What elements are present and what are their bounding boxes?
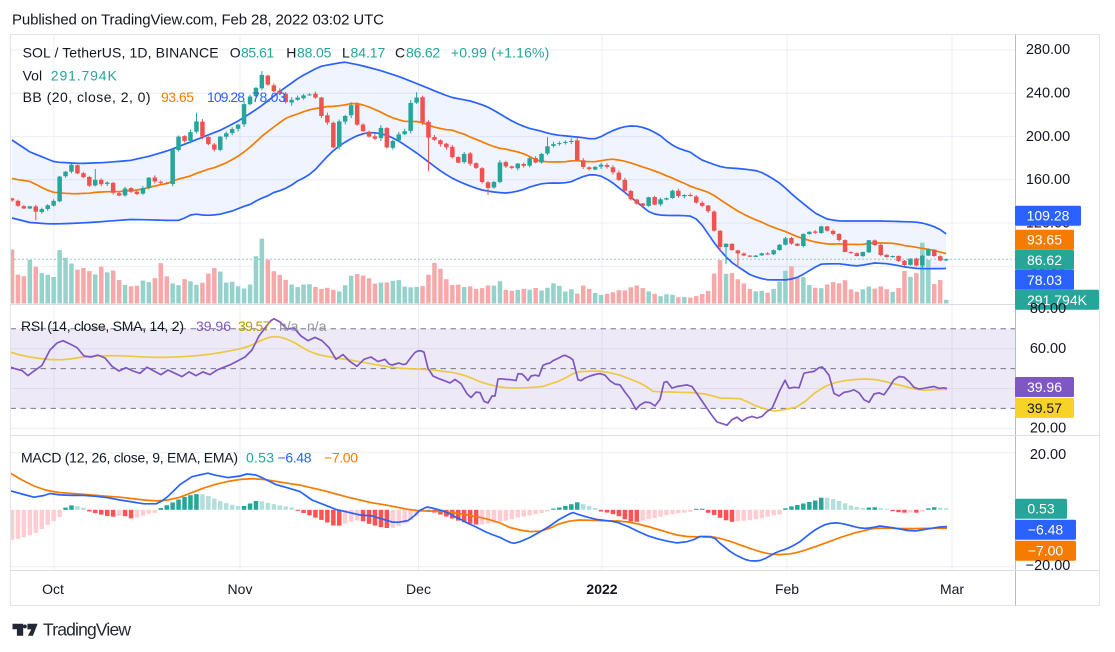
svg-text:TradingView: TradingView <box>43 620 131 640</box>
svg-text:n/a: n/a <box>279 318 299 334</box>
svg-text:86.62: 86.62 <box>406 45 440 61</box>
svg-text:Vol: Vol <box>23 67 42 83</box>
svg-text:88.05: 88.05 <box>297 45 332 61</box>
svg-text:39.96: 39.96 <box>196 318 231 334</box>
svg-text:−20.00: −20.00 <box>1026 558 1071 574</box>
svg-text:160.00: 160.00 <box>1026 172 1070 188</box>
svg-text:O: O <box>230 45 241 61</box>
svg-text:C: C <box>395 45 405 61</box>
svg-text:SOL / TetherUS, 1D, BINANCE: SOL / TetherUS, 1D, BINANCE <box>23 45 219 61</box>
svg-text:Feb: Feb <box>775 581 799 597</box>
svg-text:2022: 2022 <box>586 581 617 597</box>
svg-text:291.794K: 291.794K <box>1027 292 1088 308</box>
svg-text:291.794K: 291.794K <box>51 67 118 83</box>
svg-text:Mar: Mar <box>940 581 964 597</box>
svg-text:Dec: Dec <box>406 581 431 597</box>
svg-text:86.62: 86.62 <box>1027 252 1062 268</box>
svg-text:0.53: 0.53 <box>246 450 274 466</box>
svg-text:L: L <box>342 45 350 61</box>
svg-text:93.65: 93.65 <box>161 89 194 105</box>
svg-text:60.00: 60.00 <box>1030 341 1066 357</box>
svg-text:−7.00: −7.00 <box>1028 543 1064 559</box>
svg-text:0.53: 0.53 <box>1027 501 1054 517</box>
svg-text:39.57: 39.57 <box>238 318 271 334</box>
svg-text:93.65: 93.65 <box>1027 232 1062 248</box>
svg-text:20.00: 20.00 <box>1030 421 1066 437</box>
svg-text:Nov: Nov <box>228 581 253 597</box>
svg-text:280.00: 280.00 <box>1026 42 1070 58</box>
svg-text:84.17: 84.17 <box>351 45 386 61</box>
svg-text:+0.99 (+1.16%): +0.99 (+1.16%) <box>451 45 549 61</box>
svg-text:MACD (12, 26, close, 9, EMA, E: MACD (12, 26, close, 9, EMA, EMA) <box>21 450 238 466</box>
svg-text:109.28: 109.28 <box>1027 208 1070 224</box>
svg-text:80.00: 80.00 <box>1030 301 1066 317</box>
svg-text:−6.48: −6.48 <box>1028 522 1064 538</box>
svg-text:78.03: 78.03 <box>1027 272 1062 288</box>
svg-text:109.28: 109.28 <box>207 89 245 105</box>
svg-text:−6.48: −6.48 <box>278 450 312 466</box>
svg-text:BB (20, close, 2, 0): BB (20, close, 2, 0) <box>23 89 151 105</box>
svg-text:Published on TradingView.com,: Published on TradingView.com, Feb 28, 20… <box>12 12 384 29</box>
svg-text:39.96: 39.96 <box>1027 379 1062 395</box>
svg-text:−7.00: −7.00 <box>324 450 358 466</box>
svg-text:RSI (14, close, SMA, 14, 2): RSI (14, close, SMA, 14, 2) <box>21 318 184 334</box>
svg-text:n/a: n/a <box>307 318 327 334</box>
svg-text:20.00: 20.00 <box>1030 447 1066 463</box>
svg-text:240.00: 240.00 <box>1026 86 1070 102</box>
svg-text:Oct: Oct <box>42 581 64 597</box>
svg-text:39.57: 39.57 <box>1027 400 1062 416</box>
svg-text:200.00: 200.00 <box>1026 129 1070 145</box>
svg-text:H: H <box>286 45 296 61</box>
svg-text:85.61: 85.61 <box>241 45 274 61</box>
svg-text:78.03: 78.03 <box>252 89 286 105</box>
